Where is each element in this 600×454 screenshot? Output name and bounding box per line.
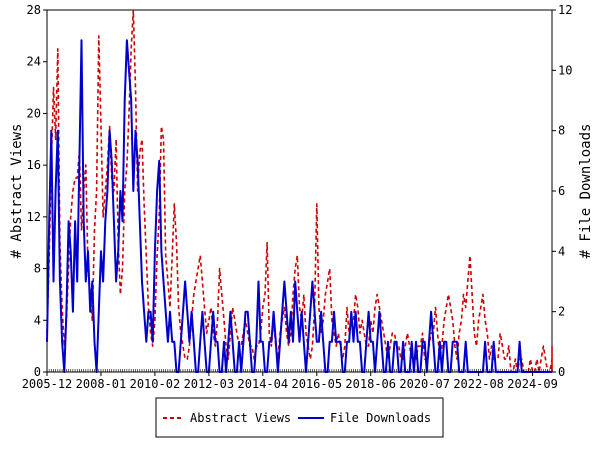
y-axis-left-label: # Abstract Views <box>9 124 25 259</box>
x-tick-label: 2008-01 <box>76 377 127 391</box>
y-right-tick-label: 10 <box>558 63 572 77</box>
y-left-tick-label: 28 <box>27 3 41 17</box>
y-right-tick-label: 4 <box>558 244 565 258</box>
x-tick-label: 2012-03 <box>184 377 235 391</box>
y-right-tick-label: 6 <box>558 184 565 198</box>
x-tick-label: 2024-09 <box>507 377 558 391</box>
x-tick-label: 2014-04 <box>238 377 289 391</box>
y-right-tick-label: 0 <box>558 365 565 379</box>
x-tick-label: 2016-05 <box>291 377 342 391</box>
x-tick-label: 2018-06 <box>345 377 396 391</box>
x-tick-label: 2022-08 <box>453 377 504 391</box>
x-tick-label: 2005-12 <box>22 377 73 391</box>
y-left-tick-label: 20 <box>27 106 41 120</box>
x-tick-label: 2020-07 <box>399 377 450 391</box>
y-left-tick-label: 4 <box>34 313 41 327</box>
y-right-tick-label: 12 <box>558 3 572 17</box>
y-left-tick-label: 16 <box>27 158 41 172</box>
y-left-tick-label: 8 <box>34 262 41 276</box>
y-right-tick-label: 8 <box>558 124 565 138</box>
y-left-tick-label: 24 <box>27 55 41 69</box>
legend-label-abstract-views: Abstract Views <box>190 411 291 425</box>
x-tick-label: 2010-02 <box>130 377 181 391</box>
legend: Abstract Views File Downloads <box>155 397 444 438</box>
plot-frame <box>46 9 553 373</box>
legend-label-file-downloads: File Downloads <box>330 411 431 425</box>
y-left-tick-label: 12 <box>27 210 41 224</box>
y-axis-right-label: # File Downloads <box>578 124 594 259</box>
y-right-tick-label: 2 <box>558 305 565 319</box>
y-left-tick-label: 0 <box>34 365 41 379</box>
